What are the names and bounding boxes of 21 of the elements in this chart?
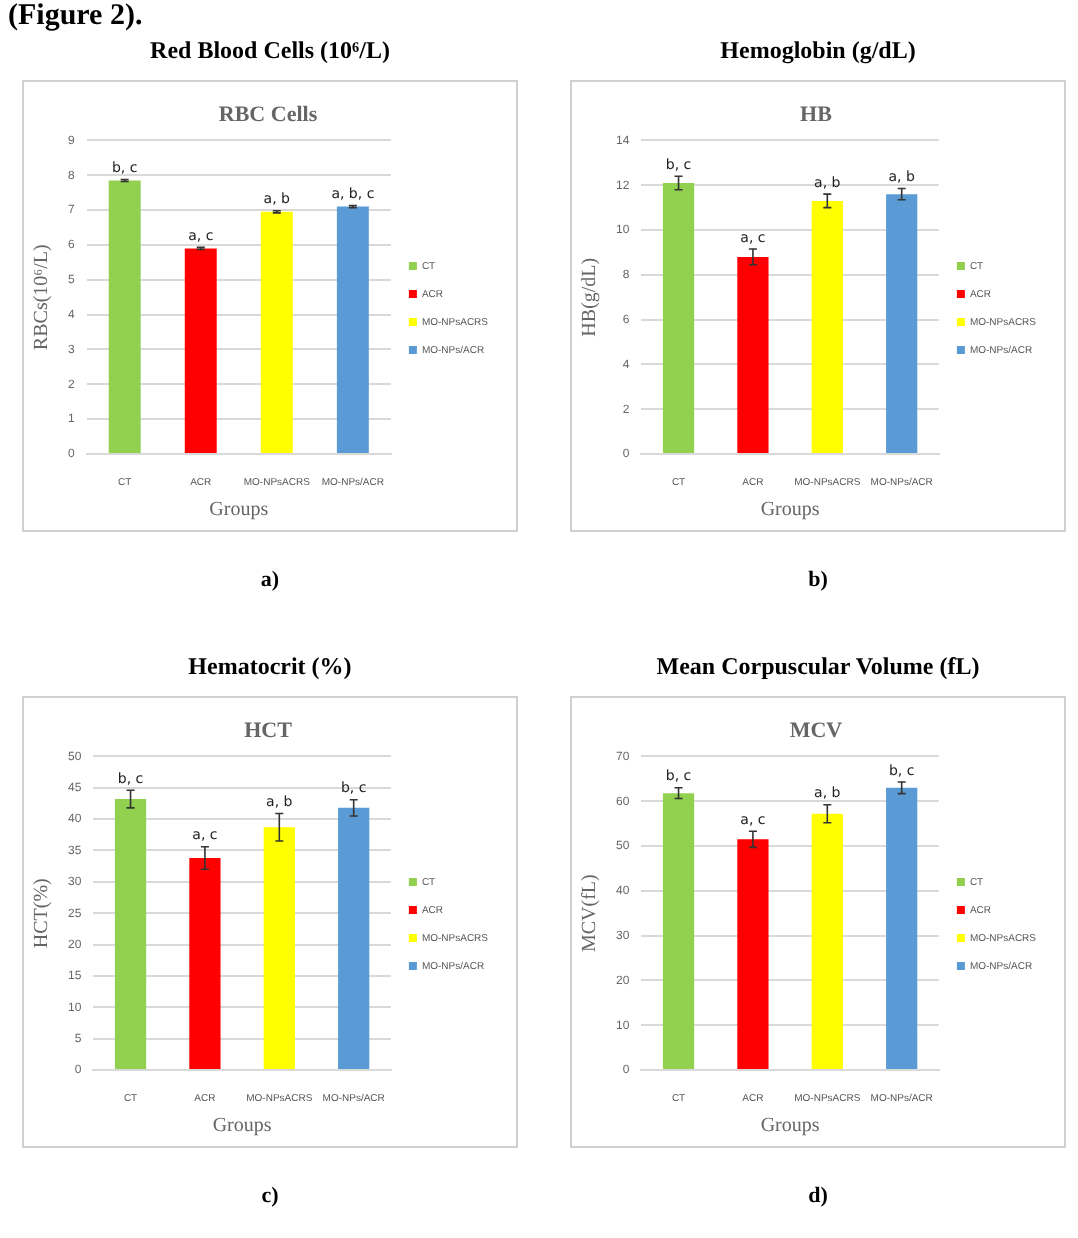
- text: d): [806, 1184, 830, 1208]
- text: (Figure 2).: [8, 0, 143, 32]
- chart-subtitle: HB: [800, 102, 834, 127]
- chart-subtitle: HCT: [244, 718, 294, 743]
- chart-title: Hemoglobin (g/dL): [718, 34, 918, 68]
- y-axis-title: HB(g/dL): [579, 257, 602, 337]
- x-axis-title: Groups: [760, 499, 820, 522]
- chart-subtitle: MCV: [789, 718, 843, 743]
- chart-title: Red Blood Cells (10⁶/L): [148, 34, 392, 68]
- chart-title: Mean Corpuscular Volume (fL): [654, 650, 982, 684]
- chart-title: Hematocrit (%): [186, 650, 354, 684]
- x-axis-title: Groups: [760, 1115, 820, 1138]
- text: c): [259, 1184, 281, 1208]
- text: b): [806, 568, 830, 592]
- y-axis-title: MCV(fL): [579, 874, 602, 953]
- y-axis-title: RBCs(10⁶/L): [31, 244, 54, 351]
- x-axis-title: Groups: [212, 1115, 272, 1138]
- text: a): [258, 568, 282, 592]
- x-axis-title: Groups: [209, 499, 269, 522]
- y-axis-title: HCT(%): [31, 878, 54, 949]
- chart-subtitle: RBC Cells: [218, 102, 319, 127]
